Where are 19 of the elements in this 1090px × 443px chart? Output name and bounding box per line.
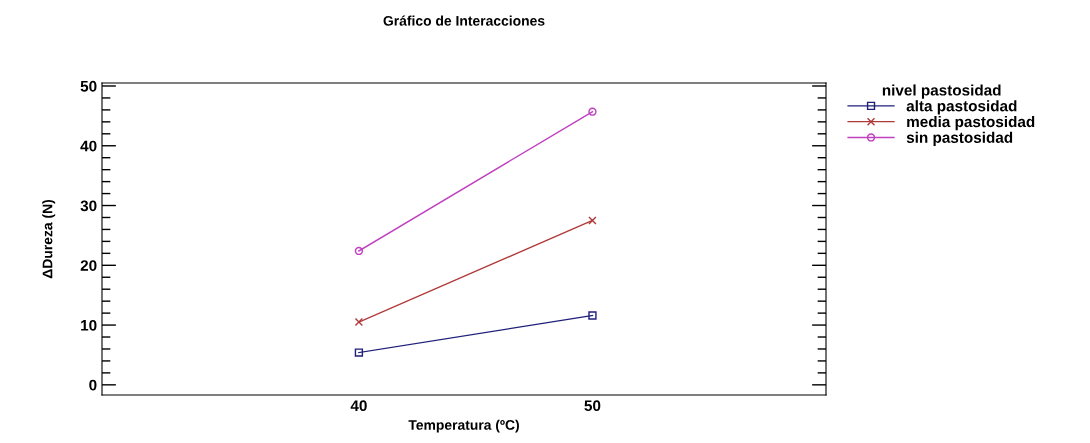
point (354, 317, 364, 327)
point (354, 246, 364, 256)
y-axis-title: ΔDureza (N) (42, 199, 56, 279)
point (588, 216, 597, 225)
x-axis-title: Temperatura (ºC) (408, 419, 519, 433)
legend-title: nivel pastosidad (882, 84, 1001, 99)
y-tick-label: 50 (80, 80, 97, 92)
y-tick-label: 30 (80, 200, 97, 212)
legend-label: alta pastosidad (906, 100, 1017, 115)
y-tick-label: 20 (80, 260, 97, 271)
legend-label: media pastosidad (907, 115, 1035, 131)
point (588, 311, 597, 320)
point (588, 107, 597, 116)
point (354, 348, 364, 357)
y-tick-label: 0 (89, 379, 97, 391)
y-tick-label: 40 (80, 140, 97, 152)
y-tick-label: 10 (81, 319, 97, 331)
chart-title: Gráfico de Interacciones (383, 15, 545, 26)
legend-label: sin pastosidad (906, 131, 1013, 146)
